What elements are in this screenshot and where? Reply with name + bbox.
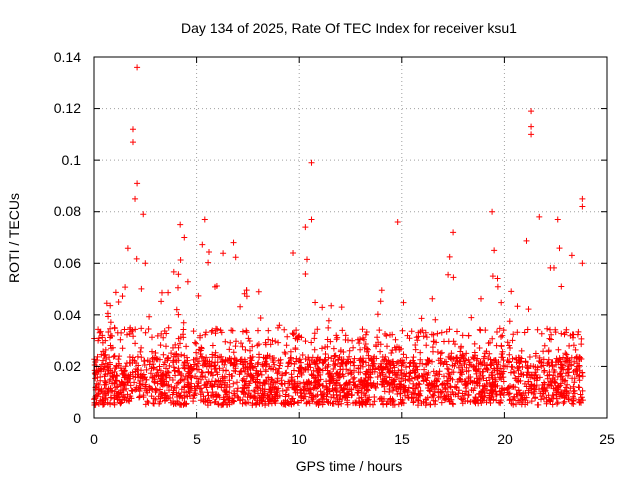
- data-point: [528, 131, 535, 138]
- grid-lines: [94, 57, 607, 418]
- y-tick-label: 0.14: [54, 49, 81, 65]
- x-tick-label: 15: [394, 431, 410, 447]
- x-tick-label: 10: [291, 431, 307, 447]
- x-tick-label: 5: [193, 431, 201, 447]
- data-point: [177, 221, 184, 228]
- data-point: [528, 108, 535, 115]
- tick-marks: [93, 56, 608, 419]
- data-point: [579, 195, 586, 202]
- data-point: [129, 139, 136, 146]
- data-point: [201, 216, 208, 223]
- data-point: [134, 180, 141, 187]
- chart-title: Day 134 of 2025, Rate Of TEC Index for r…: [181, 20, 517, 36]
- data-point: [308, 216, 315, 223]
- data-point: [302, 224, 309, 231]
- data-point: [142, 260, 149, 267]
- data-point: [129, 126, 136, 133]
- axes-frame: [93, 56, 608, 419]
- data-point: [308, 159, 315, 166]
- data-point: [95, 337, 102, 344]
- x-tick-label: 0: [90, 431, 98, 447]
- data-point: [134, 64, 141, 71]
- y-tick-label: 0: [73, 410, 81, 426]
- data-point: [536, 213, 543, 220]
- data-point: [111, 324, 118, 331]
- data-point: [579, 203, 586, 210]
- data-point: [115, 298, 122, 305]
- data-point: [554, 216, 561, 223]
- y-tick-label: 0.06: [54, 255, 81, 271]
- x-tick-label: 25: [599, 431, 615, 447]
- data-point: [579, 260, 586, 267]
- y-tick-label: 0.12: [54, 100, 81, 116]
- y-tick-label: 0.04: [54, 307, 81, 323]
- data-point: [394, 219, 401, 226]
- data-point: [450, 229, 457, 236]
- data-point: [491, 247, 498, 254]
- data-point: [181, 234, 188, 241]
- data-point: [132, 195, 139, 202]
- plot-frame: [93, 56, 608, 419]
- scatter-cloud: [91, 237, 586, 409]
- y-tick-label: 0.02: [54, 358, 81, 374]
- data-points: [91, 64, 586, 409]
- data-point: [489, 208, 496, 215]
- x-tick-label: 20: [497, 431, 513, 447]
- data-point: [101, 363, 108, 370]
- data-point: [140, 211, 147, 218]
- y-tick-label: 0.08: [54, 203, 81, 219]
- y-tick-label: 0.1: [62, 152, 82, 168]
- y-axis-label: ROTI / TECUs: [6, 193, 22, 283]
- x-axis-label: GPS time / hours: [296, 458, 403, 474]
- data-point: [528, 123, 535, 130]
- data-point: [230, 239, 237, 246]
- data-point: [290, 249, 297, 256]
